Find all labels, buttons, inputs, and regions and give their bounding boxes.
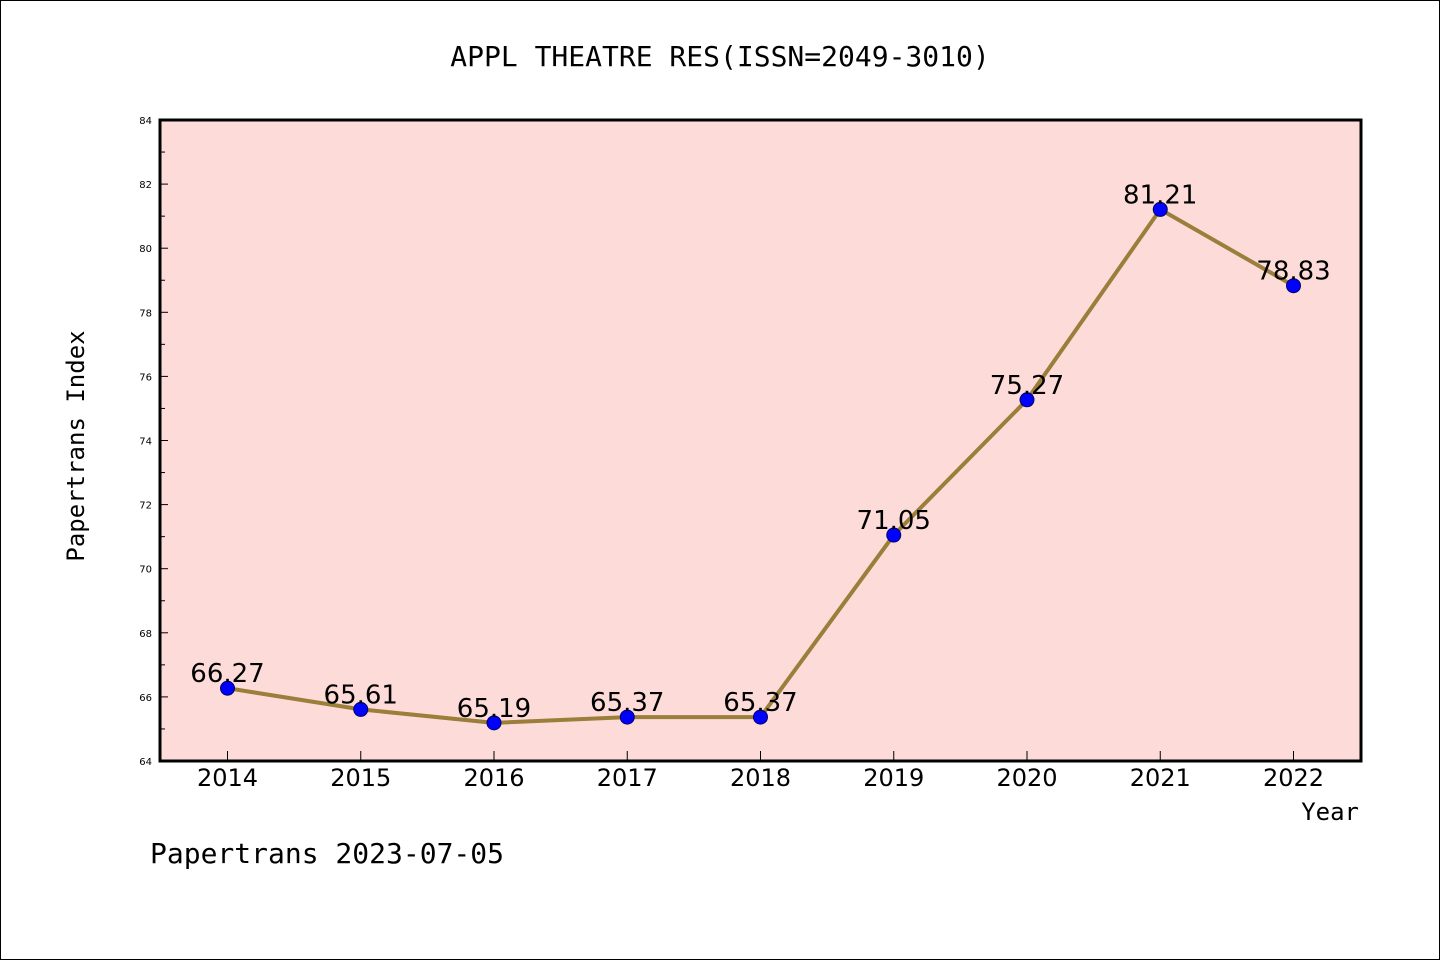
x-tick-label: 2018 <box>730 764 791 792</box>
x-tick-label: 2020 <box>996 764 1057 792</box>
data-label-2020: 75.27 <box>990 371 1064 401</box>
data-point-2016 <box>486 715 502 731</box>
data-point-2017 <box>619 709 635 725</box>
x-tick-label: 2021 <box>1130 764 1191 792</box>
data-point-2014 <box>220 680 235 696</box>
x-axis-title: Year <box>1301 798 1359 826</box>
data-point-2020 <box>1019 392 1035 408</box>
x-tick-label: 2014 <box>197 764 258 792</box>
data-label-2016: 65.19 <box>457 694 531 724</box>
y-tick-label: 68 <box>139 629 152 640</box>
y-tick-label: 64 <box>139 757 152 768</box>
data-label-2017: 65.37 <box>590 688 664 718</box>
y-tick-label: 66 <box>139 693 152 704</box>
data-point-2022 <box>1286 278 1301 294</box>
y-tick-label: 70 <box>139 565 152 576</box>
data-label-2014: 66.27 <box>190 659 264 689</box>
series-papertrans-index <box>220 201 1301 731</box>
y-tick-label: 78 <box>139 308 152 319</box>
data-point-2019 <box>886 527 902 543</box>
x-tick-label: 2022 <box>1263 764 1324 792</box>
footer-caption: Papertrans 2023-07-05 <box>150 837 504 870</box>
y-tick-label: 76 <box>139 372 152 383</box>
x-tick-label: 2017 <box>597 764 658 792</box>
x-tick-label: 2019 <box>863 764 924 792</box>
data-point-2015 <box>353 701 369 717</box>
y-axis-title: Papertrans Index <box>62 330 90 561</box>
y-tick-label: 72 <box>139 501 152 512</box>
y-tick-label: 74 <box>139 437 152 448</box>
data-point-2018 <box>753 709 768 725</box>
y-tick-label: 84 <box>139 116 152 127</box>
data-label-2022: 78.83 <box>1256 257 1330 287</box>
data-labels: 66.27 65.61 65.19 65.37 65.37 71.05 75.27 81.21… <box>190 180 1330 723</box>
data-label-2015: 65.61 <box>324 680 398 710</box>
y-tick-label: 82 <box>139 180 152 191</box>
chart-title: APPL THEATRE RES(ISSN=2049-3010) <box>450 40 989 73</box>
y-tick-label: 80 <box>139 244 152 255</box>
data-point-2021 <box>1152 201 1168 217</box>
plot-border <box>158 118 1363 763</box>
plot-area <box>160 120 1361 761</box>
x-tick-label: 2015 <box>330 764 391 792</box>
data-label-2018: 65.37 <box>723 688 797 718</box>
data-label-2019: 71.05 <box>857 506 931 536</box>
data-label-2021: 81.21 <box>1123 180 1197 210</box>
x-tick-label: 2016 <box>463 764 524 792</box>
x-axis: 2014 2015 2016 2017 2018 2019 2020 2021 2022 <box>197 751 1324 792</box>
